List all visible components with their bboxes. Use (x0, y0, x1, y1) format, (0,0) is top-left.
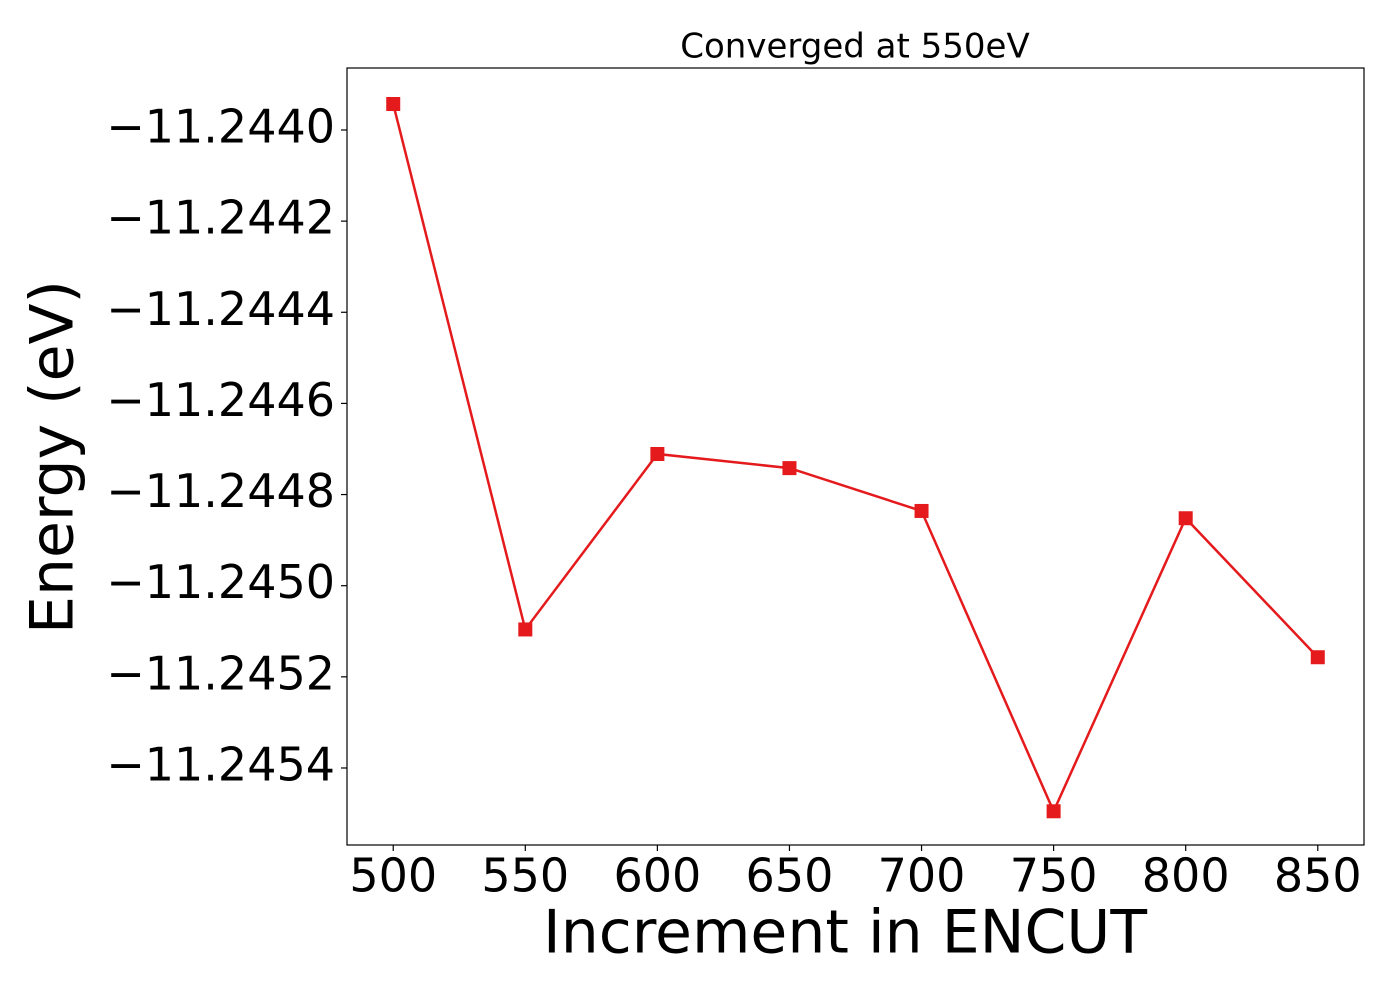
data-point (1046, 804, 1061, 819)
y-tick-label: −11.2448 (106, 464, 335, 518)
x-tick-label: 500 (349, 849, 437, 903)
data-point (386, 97, 401, 112)
y-tick-label: −11.2444 (106, 282, 335, 336)
plot-frame (346, 67, 1365, 846)
x-tick-label: 750 (1010, 849, 1098, 903)
x-tick-label: 600 (613, 849, 701, 903)
data-point (914, 503, 929, 518)
y-tick-label: −11.2446 (106, 373, 335, 427)
x-tick-label: 650 (746, 849, 834, 903)
data-line (392, 103, 1319, 815)
x-tick-label: 800 (1142, 849, 1230, 903)
y-axis-label: Energy (eV) (18, 280, 88, 634)
data-point (518, 622, 533, 637)
data-point (1310, 650, 1325, 665)
y-tick-label: −11.2454 (106, 737, 335, 791)
x-tick-label: 700 (878, 849, 966, 903)
x-tick-label: 850 (1274, 849, 1362, 903)
data-point (650, 446, 665, 461)
x-axis-label: Increment in ENCUT (543, 898, 1147, 968)
data-point (782, 461, 797, 476)
chart-title: Converged at 550eV (680, 27, 1029, 67)
y-tick-label: −11.2452 (106, 646, 335, 700)
y-tick-label: −11.2442 (106, 191, 335, 245)
x-tick-label: 550 (481, 849, 569, 903)
y-tick-label: −11.2440 (106, 99, 335, 153)
data-point (1178, 511, 1193, 526)
y-tick-label: −11.2450 (106, 555, 335, 609)
